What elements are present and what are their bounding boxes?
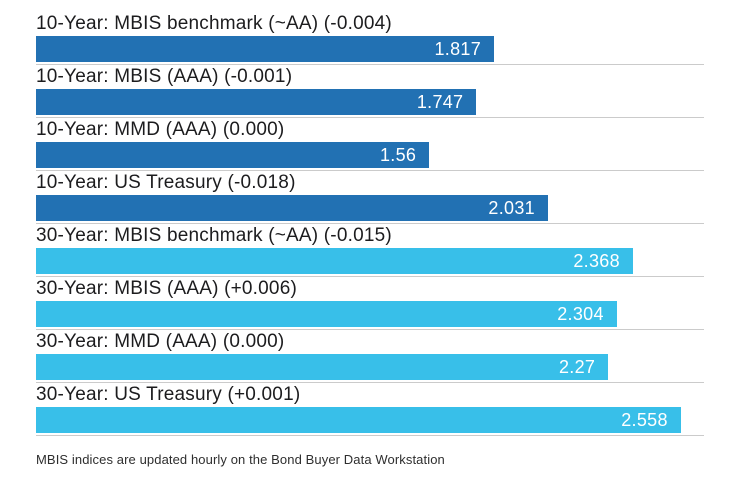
- bar: 2.558: [36, 407, 681, 433]
- row-separator-line: [36, 223, 704, 224]
- bar-category-label: 30-Year: MBIS benchmark (~AA) (-0.015): [36, 225, 392, 246]
- row-separator-line: [36, 170, 704, 171]
- bar-value-label: 2.27: [558, 356, 596, 377]
- bar-category-label: 10-Year: US Treasury (-0.018): [36, 172, 296, 193]
- chart-row: 10-Year: US Treasury (-0.018) 2.031: [36, 171, 704, 224]
- row-separator-line: [36, 117, 704, 118]
- row-separator-line: [36, 435, 704, 436]
- bar-track: 1.56: [36, 142, 704, 168]
- bar: 1.817: [36, 36, 495, 62]
- row-separator-line: [36, 276, 704, 277]
- row-separator-line: [36, 64, 704, 65]
- bar-value-label: 2.304: [557, 303, 604, 324]
- bar-track: 1.817: [36, 36, 704, 62]
- bar-value-label: 1.747: [416, 91, 464, 112]
- bar-value-label: 2.368: [573, 250, 620, 271]
- bar-value-label: 2.558: [621, 409, 668, 430]
- bar-value-label: 1.817: [434, 38, 482, 59]
- bar-value-label: 1.56: [380, 144, 417, 165]
- bar: 1.56: [36, 142, 430, 168]
- chart-row: 30-Year: MMD (AAA) (0.000) 2.27: [36, 330, 704, 383]
- chart-row: 30-Year: US Treasury (+0.001) 2.558: [36, 383, 704, 436]
- bar-track: 2.558: [36, 407, 704, 433]
- bar: 2.031: [36, 195, 548, 221]
- bar-track: 2.031: [36, 195, 704, 221]
- bar-category-label: 10-Year: MBIS (AAA) (-0.001): [36, 66, 293, 87]
- chart-footnote: MBIS indices are updated hourly on the B…: [36, 452, 445, 467]
- chart-row: 30-Year: MBIS benchmark (~AA) (-0.015) 2.…: [36, 224, 704, 277]
- chart-rows: 10-Year: MBIS benchmark (~AA) (-0.004) 1.…: [36, 12, 704, 436]
- bar-category-label: 10-Year: MMD (AAA) (0.000): [36, 119, 285, 140]
- row-separator-line: [36, 329, 704, 330]
- row-separator-line: [36, 382, 704, 383]
- chart-row: 10-Year: MBIS (AAA) (-0.001) 1.747: [36, 65, 704, 118]
- bar-track: 2.368: [36, 248, 704, 274]
- bond-yield-bar-chart: 10-Year: MBIS benchmark (~AA) (-0.004) 1.…: [36, 12, 704, 436]
- bar: 2.27: [36, 354, 609, 380]
- bar-category-label: 10-Year: MBIS benchmark (~AA) (-0.004): [36, 13, 392, 34]
- bar: 2.304: [36, 301, 617, 327]
- bar-category-label: 30-Year: US Treasury (+0.001): [36, 384, 301, 405]
- bar-value-label: 2.031: [488, 197, 535, 218]
- bar-track: 2.304: [36, 301, 704, 327]
- bar: 1.747: [36, 89, 477, 115]
- bar-category-label: 30-Year: MBIS (AAA) (+0.006): [36, 278, 297, 299]
- chart-row: 10-Year: MMD (AAA) (0.000) 1.56: [36, 118, 704, 171]
- bar: 2.368: [36, 248, 633, 274]
- bar-category-label: 30-Year: MMD (AAA) (0.000): [36, 331, 285, 352]
- chart-row: 10-Year: MBIS benchmark (~AA) (-0.004) 1.…: [36, 12, 704, 65]
- bar-track: 1.747: [36, 89, 704, 115]
- chart-row: 30-Year: MBIS (AAA) (+0.006) 2.304: [36, 277, 704, 330]
- bar-track: 2.27: [36, 354, 704, 380]
